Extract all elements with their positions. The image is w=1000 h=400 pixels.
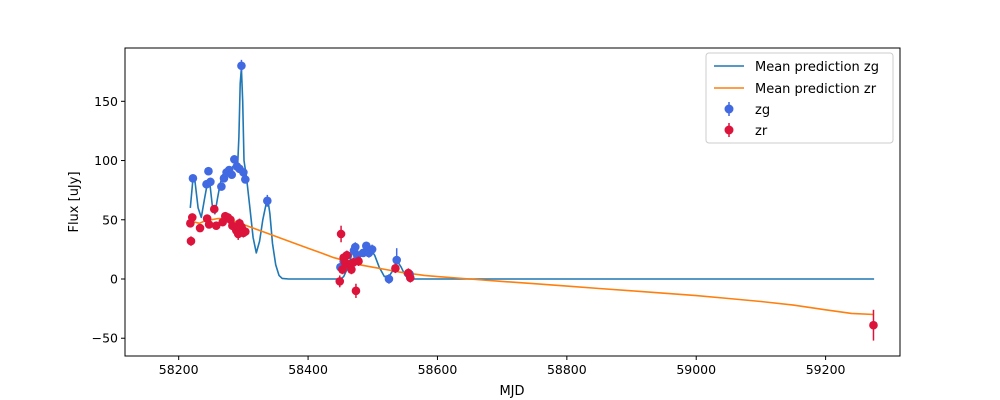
zr-point [869,320,878,330]
zg-point [239,168,248,177]
y-axis: −50 0 50 100 150 [92,94,125,346]
x-tick-label: 58400 [288,362,328,377]
legend-label-mean-zg: Mean prediction zg [755,60,879,75]
zr-point [204,220,214,229]
zr-point [391,264,400,273]
y-tick-label: 100 [94,153,118,168]
x-tick-label: 59000 [676,362,716,377]
zr-point [338,265,347,274]
zr-point [335,277,345,286]
zg-point [367,245,377,254]
zr-point [241,227,250,236]
zr-point [347,265,356,274]
zr-point [187,213,197,222]
zg-point [351,242,360,252]
legend-label-mean-zr: Mean prediction zr [755,82,877,97]
zg-point [263,196,272,206]
zg-point [206,177,215,187]
legend-box [705,52,894,144]
legend-zr-marker [724,125,734,135]
zr-point [186,236,196,246]
zg-point [188,174,198,183]
plot-frame [124,47,901,357]
zg-point [230,155,239,164]
x-axis: 58200 58400 58600 58800 59000 59200 [159,356,846,377]
zg-point [241,175,250,184]
y-tick-label: 50 [102,212,118,227]
x-tick-label: 58200 [159,362,199,377]
zg-point [217,182,226,191]
y-tick-label: 150 [94,94,118,109]
zg-point [227,170,237,180]
x-tick-label: 58800 [547,362,587,377]
x-tick-label: 58600 [418,362,458,377]
zg-point [204,166,213,176]
y-axis-label: Flux [uJy] [67,171,82,232]
zr-point [351,286,361,296]
y-tick-label: −50 [92,331,118,346]
legend-label-zg: zg [755,103,770,118]
legend-label-zr: zr [755,124,768,139]
zg-point [392,255,402,265]
zr-point [209,204,219,214]
y-tick-label: 0 [110,272,118,287]
mean-prediction-zr-line [189,217,875,316]
zr-point [354,256,363,266]
x-tick-label: 59200 [806,362,846,377]
legend: Mean prediction zg Mean prediction zr zg… [705,52,894,144]
zr-point [336,229,346,239]
x-axis-label: MJD [499,384,524,399]
zg-point [384,274,394,284]
zr-point [195,223,205,233]
legend-zg-marker [724,104,734,114]
zr-point [405,273,415,283]
zr-point [211,221,221,230]
plot-points [186,59,878,341]
zg-point [237,61,246,71]
zr-point [342,251,352,260]
